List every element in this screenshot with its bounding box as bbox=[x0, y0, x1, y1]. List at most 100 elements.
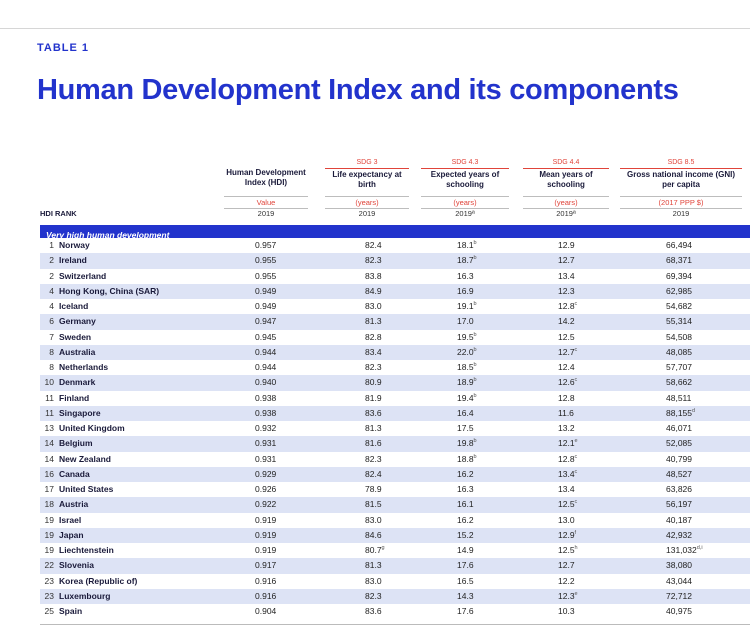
table-label: TABLE 1 bbox=[37, 42, 90, 54]
cell-rank: 11 bbox=[40, 393, 54, 404]
cell-rank-value: 19 bbox=[44, 514, 54, 525]
cell-hdi: 0.904 bbox=[255, 606, 276, 617]
cell-hdi-value: 0.938 bbox=[255, 392, 277, 403]
column-header-mean: SDG 4.4 Mean years of schooling (years) … bbox=[523, 158, 609, 220]
footnote-marker: d bbox=[692, 407, 696, 414]
cell-hdi: 0.916 bbox=[255, 576, 276, 587]
cell-mean: 12.1e bbox=[558, 438, 578, 449]
footnote-marker: e bbox=[574, 590, 578, 597]
cell-gni: 52,085 bbox=[666, 438, 692, 449]
cell-gni-value: 68,371 bbox=[666, 255, 692, 266]
cell-mean-value: 13.0 bbox=[558, 514, 575, 525]
cell-mean-value: 12.5 bbox=[558, 545, 575, 555]
cell-hdi: 0.945 bbox=[255, 332, 276, 343]
cell-hdi-value: 0.919 bbox=[255, 514, 277, 525]
table-row: 8 Netherlands 0.944 82.3 18.5b 12.4 57,707 bbox=[40, 360, 750, 375]
cell-country: Ireland bbox=[59, 255, 87, 266]
cell-life-value: 80.7 bbox=[365, 545, 382, 555]
table-row: 7 Sweden 0.945 82.8 19.5b 12.5 54,508 bbox=[40, 330, 750, 345]
cell-rank-value: 19 bbox=[44, 529, 54, 540]
table-body: 1 Norway 0.957 82.4 18.1b 12.9 66,494 2 Ireland 0… bbox=[40, 238, 750, 619]
cell-country-value: Canada bbox=[59, 468, 90, 479]
cell-hdi: 0.957 bbox=[255, 240, 276, 251]
cell-country-value: Japan bbox=[59, 529, 84, 540]
cell-school-value: 19.4 bbox=[457, 392, 474, 403]
cell-life: 81.3 bbox=[365, 560, 382, 571]
table-row: 23 Korea (Republic of) 0.916 83.0 16.5 12.2 43… bbox=[40, 574, 750, 589]
cell-school-value: 15.2 bbox=[457, 529, 474, 540]
cell-hdi-value: 0.916 bbox=[255, 590, 277, 601]
cell-gni: 48,527 bbox=[666, 469, 692, 480]
column-name-school: Expected years of schooling bbox=[430, 170, 500, 189]
cell-mean-value: 12.5 bbox=[558, 499, 575, 510]
cell-rank-value: 14 bbox=[44, 438, 54, 449]
cell-gni: 46,071 bbox=[666, 423, 692, 434]
cell-mean: 12.2 bbox=[558, 576, 575, 587]
cell-mean-value: 12.8 bbox=[558, 453, 575, 464]
cell-life-value: 83.0 bbox=[365, 301, 382, 311]
cell-hdi: 0.938 bbox=[255, 393, 276, 404]
cell-gni: 66,494 bbox=[666, 240, 692, 251]
table-row: 14 New Zealand 0.931 82.3 18.8b 12.8c 40,799 bbox=[40, 452, 750, 467]
cell-life: 82.4 bbox=[365, 469, 382, 480]
cell-gni-value: 56,197 bbox=[666, 499, 692, 510]
cell-country-value: Hong Kong, China (SAR) bbox=[59, 285, 160, 296]
footnote-marker: c bbox=[574, 499, 578, 506]
cell-country: Slovenia bbox=[59, 560, 94, 571]
column-year-hdi: 2019 bbox=[257, 209, 275, 218]
table-row: 22 Slovenia 0.917 81.3 17.6 12.7 38,080 bbox=[40, 558, 750, 574]
cell-rank: 17 bbox=[40, 484, 54, 495]
cell-gni-value: 46,071 bbox=[666, 423, 692, 433]
column-header-school: SDG 4.3 Expected years of schooling (yea… bbox=[421, 158, 509, 220]
cell-rank: 8 bbox=[40, 347, 54, 358]
cell-mean-value: 12.4 bbox=[558, 362, 575, 372]
cell-life-value: 83.6 bbox=[365, 606, 382, 616]
footnote-marker: b bbox=[473, 255, 477, 262]
footnote-marker: c bbox=[574, 377, 578, 384]
table-row: 19 Japan 0.919 84.6 15.2 12.9f 42,932 bbox=[40, 527, 750, 543]
cell-school-value: 17.5 bbox=[457, 423, 474, 433]
cell-life-value: 81.3 bbox=[365, 423, 382, 433]
cell-rank: 23 bbox=[40, 591, 54, 602]
cell-country: Singapore bbox=[59, 408, 101, 419]
cell-hdi-value: 0.919 bbox=[255, 529, 277, 540]
cell-gni-value: 131,032 bbox=[666, 545, 697, 555]
cell-gni: 40,187 bbox=[666, 515, 692, 526]
cell-country: Australia bbox=[59, 347, 95, 358]
cell-country: Austria bbox=[59, 499, 88, 510]
cell-school: 16.2 bbox=[457, 515, 474, 526]
cell-country-value: Switzerland bbox=[59, 270, 107, 281]
cell-rank-value: 23 bbox=[44, 590, 54, 601]
cell-school: 16.2 bbox=[457, 469, 474, 480]
cell-school-value: 16.1 bbox=[457, 499, 474, 510]
cell-school: 16.9 bbox=[457, 286, 474, 297]
cell-hdi-value: 0.904 bbox=[255, 606, 277, 616]
cell-mean-value: 11.6 bbox=[558, 407, 574, 418]
cell-life-value: 82.3 bbox=[365, 362, 382, 372]
cell-rank-value: 22 bbox=[44, 560, 54, 571]
cell-country: United Kingdom bbox=[59, 423, 125, 434]
cell-hdi: 0.938 bbox=[255, 408, 276, 419]
cell-mean-value: 13.4 bbox=[558, 270, 575, 281]
table-row: 23 Luxembourg 0.916 82.3 14.3 12.3e 72,712 bbox=[40, 588, 750, 604]
cell-life: 80.7g bbox=[365, 545, 385, 556]
cell-life: 83.0 bbox=[365, 576, 382, 587]
cell-school: 17.5 bbox=[457, 423, 474, 434]
cell-rank: 19 bbox=[40, 515, 54, 526]
column-header-gni: SDG 8.5 Gross national income (GNI) per … bbox=[620, 158, 742, 220]
cell-hdi-value: 0.949 bbox=[255, 301, 277, 311]
footnote-marker: e bbox=[574, 438, 578, 445]
column-year-mean: 2019ª bbox=[556, 209, 576, 218]
cell-rank-value: 8 bbox=[49, 346, 54, 357]
table-row: 16 Canada 0.929 82.4 16.2 13.4c 48,527 bbox=[40, 466, 750, 482]
cell-mean-value: 12.8 bbox=[558, 392, 575, 403]
cell-life-value: 82.4 bbox=[365, 468, 382, 479]
column-unit-gni: (2017 PPP $) bbox=[620, 196, 742, 209]
cell-gni-value: 38,080 bbox=[666, 560, 692, 571]
cell-gni: 131,032d,i bbox=[666, 545, 703, 556]
cell-school-value: 19.8 bbox=[457, 438, 474, 449]
cell-country-value: Germany bbox=[59, 316, 96, 327]
cell-hdi-value: 0.955 bbox=[255, 270, 277, 281]
cell-rank: 22 bbox=[40, 560, 54, 571]
footnote-marker: b bbox=[473, 438, 477, 445]
